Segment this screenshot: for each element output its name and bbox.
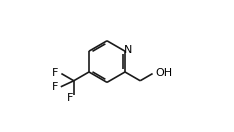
Text: F: F: [52, 82, 58, 92]
Text: F: F: [52, 68, 58, 78]
Text: N: N: [124, 44, 133, 55]
Text: F: F: [66, 93, 73, 103]
Text: OH: OH: [155, 68, 172, 78]
